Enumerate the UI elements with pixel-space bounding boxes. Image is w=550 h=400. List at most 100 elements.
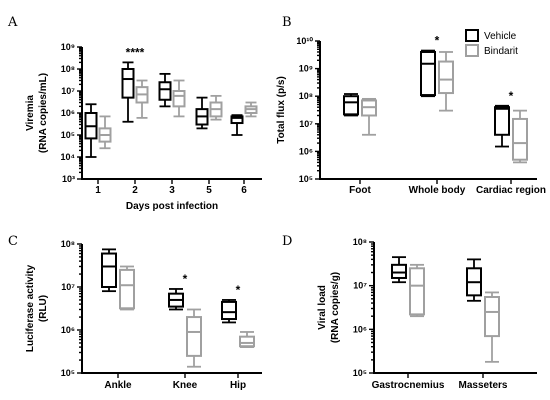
chart-c-luciferase: 10⁵ 10⁶ 10⁷ 10⁸ Luciferase activity (RLU) Ankl… bbox=[25, 239, 262, 391]
chart-c-category-label: Knee bbox=[173, 380, 198, 391]
chart-d-box-bindarit bbox=[484, 291, 500, 363]
chart-a-viremia: 10³ 10⁴ 10⁵ 10⁶ 10⁷ 10⁸ 10⁹ Viremia (RNA copies/… bbox=[25, 42, 262, 212]
chart-c-significance-marker: * bbox=[236, 283, 241, 297]
legend-swatch-vehicle bbox=[465, 29, 479, 42]
chart-a-category-label: 2 bbox=[132, 185, 138, 196]
chart-b-iqr-box bbox=[438, 60, 454, 95]
chart-d-ylabel: Viral load bbox=[317, 285, 328, 330]
chart-b-ytick-label: 10⁹ bbox=[299, 64, 313, 74]
chart-a-iqr-box bbox=[121, 68, 135, 99]
chart-b-ytick-label: 10¹⁰ bbox=[296, 36, 313, 46]
chart-b-ylabel: Total flux (p/s) bbox=[276, 76, 287, 144]
chart-b-ytick-label: 10⁸ bbox=[299, 91, 313, 101]
legend: Vehicle Bindarit bbox=[465, 29, 518, 57]
chart-d-ytick-label: 10⁸ bbox=[353, 237, 367, 247]
chart-d-iqr-box bbox=[409, 267, 425, 316]
chart-b-iqr-box bbox=[512, 117, 528, 161]
chart-a-ylabel: (RNA copies/mL) bbox=[38, 73, 49, 153]
chart-c-box-vehicle bbox=[101, 248, 117, 293]
panel-label-b: B bbox=[282, 15, 292, 30]
chart-b-box-vehicle bbox=[343, 93, 359, 117]
chart-d-box-vehicle bbox=[391, 256, 407, 284]
chart-d-box-bindarit bbox=[409, 263, 425, 318]
chart-a-ylabel: Viremia bbox=[25, 95, 36, 131]
chart-b-iqr-box bbox=[343, 95, 359, 116]
chart-a-box-vehicle bbox=[195, 96, 209, 130]
chart-c-iqr-box bbox=[239, 335, 255, 348]
chart-a-iqr-box bbox=[158, 81, 172, 101]
chart-c-ytick-label: 10⁵ bbox=[61, 368, 75, 378]
chart-a-box-vehicle bbox=[230, 114, 244, 136]
legend-swatch-bindarit bbox=[465, 44, 479, 57]
chart-b-category-label: Cardiac region bbox=[476, 185, 546, 196]
chart-c-ylabel: Luciferase activity bbox=[25, 264, 36, 352]
chart-b-total-flux: 10⁵ 10⁶ 10⁷ 10⁸ 10⁹ 10¹⁰ Total flux (p/s) Foot W… bbox=[276, 34, 546, 196]
chart-a-iqr-box bbox=[230, 115, 244, 125]
chart-d-iqr-box bbox=[391, 263, 407, 279]
chart-c-iqr-box bbox=[221, 300, 237, 321]
chart-b-box-bindarit bbox=[361, 97, 377, 136]
chart-a-ytick-label: 10³ bbox=[62, 174, 75, 184]
chart-a-iqr-box bbox=[172, 90, 186, 108]
chart-c-box-bindarit bbox=[239, 331, 255, 349]
chart-c-category-label: Hip bbox=[230, 380, 246, 391]
chart-d-box-vehicle bbox=[466, 258, 482, 302]
chart-a-axes bbox=[81, 47, 262, 180]
chart-b-significance-marker: * bbox=[509, 89, 514, 103]
chart-d-viral-load: 10⁵ 10⁶ 10⁷ 10⁸ Viral load (RNA copies/g) Gast… bbox=[317, 237, 537, 391]
chart-a-significance-marker: **** bbox=[126, 45, 145, 59]
chart-d-category-label: Masseters bbox=[459, 380, 508, 391]
legend-label-bindarit: Bindarit bbox=[484, 46, 518, 57]
chart-d-ylabel: (RNA copies/g) bbox=[330, 272, 341, 343]
chart-a-box-vehicle bbox=[158, 72, 172, 108]
chart-c-box-bindarit bbox=[119, 265, 135, 311]
chart-a-ytick-label: 10⁴ bbox=[61, 152, 75, 162]
chart-c-iqr-box bbox=[186, 316, 202, 357]
chart-d-ytick-label: 10⁷ bbox=[353, 281, 367, 291]
chart-b-box-bindarit bbox=[512, 109, 528, 164]
chart-b-ytick-label: 10⁶ bbox=[299, 146, 313, 156]
chart-b-category-label: Whole body bbox=[409, 185, 466, 196]
chart-c-iqr-box bbox=[119, 268, 135, 310]
chart-a-category-label: 5 bbox=[206, 185, 212, 196]
chart-d-category-label: Gastrocnemius bbox=[372, 380, 445, 391]
panel-label-c: C bbox=[8, 234, 18, 249]
chart-c-significance-marker: * bbox=[183, 272, 188, 286]
chart-c-ytick-label: 10⁷ bbox=[61, 282, 75, 292]
chart-a-box-bindarit bbox=[135, 79, 149, 119]
chart-b-box-vehicle bbox=[494, 104, 510, 148]
legend-label-vehicle: Vehicle bbox=[484, 31, 517, 42]
chart-b-iqr-box bbox=[494, 106, 510, 136]
chart-c-box-vehicle bbox=[221, 299, 237, 324]
chart-d-ytick-label: 10⁶ bbox=[353, 324, 367, 334]
chart-a-ytick-label: 10⁸ bbox=[61, 64, 75, 74]
chart-a-ytick-label: 10⁹ bbox=[61, 42, 75, 52]
chart-d-ytick-label: 10⁵ bbox=[353, 368, 367, 378]
panel-label-d: D bbox=[282, 234, 292, 249]
chart-b-ytick-label: 10⁷ bbox=[299, 119, 313, 129]
chart-a-box-vehicle bbox=[84, 103, 98, 158]
chart-a-box-bindarit bbox=[172, 79, 186, 118]
chart-c-category-label: Ankle bbox=[104, 380, 132, 391]
chart-c-box-bindarit bbox=[186, 308, 202, 368]
chart-a-box-vehicle bbox=[121, 61, 135, 123]
chart-c-box-vehicle bbox=[168, 288, 184, 311]
chart-d-iqr-box bbox=[484, 296, 500, 338]
chart-a-ytick-label: 10⁶ bbox=[61, 108, 75, 118]
chart-b-iqr-box bbox=[420, 50, 436, 97]
chart-c-ytick-label: 10⁸ bbox=[61, 239, 75, 249]
chart-b-box-vehicle bbox=[420, 49, 436, 98]
chart-b-category-label: Foot bbox=[349, 185, 371, 196]
chart-a-box-bindarit bbox=[244, 101, 258, 118]
chart-c-iqr-box bbox=[101, 252, 117, 288]
chart-a-xlabel: Days post infection bbox=[126, 201, 218, 212]
chart-a-ytick-label: 10⁷ bbox=[61, 86, 75, 96]
chart-a-category-label: 3 bbox=[169, 185, 175, 196]
chart-b-significance-marker: * bbox=[435, 34, 440, 48]
chart-a-box-bindarit bbox=[98, 115, 112, 150]
chart-c-ylabel: (RLU) bbox=[38, 295, 49, 322]
chart-b-box-bindarit bbox=[438, 51, 454, 112]
panel-label-a: A bbox=[7, 15, 18, 30]
chart-a-category-label: 6 bbox=[241, 185, 247, 196]
